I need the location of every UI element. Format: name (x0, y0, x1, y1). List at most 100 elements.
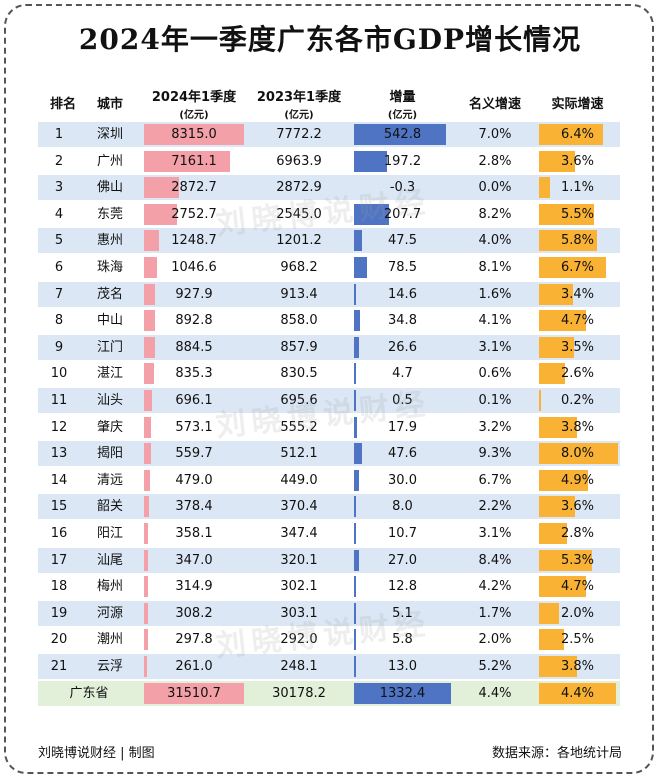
header-real: 实际增速 (535, 93, 620, 112)
table-row: 12 肇庆 573.1 555.2 17.9 3.2% 3.8% (38, 415, 620, 440)
table-row: 11 汕头 696.1 695.6 0.5 0.1% 0.2% (38, 388, 620, 413)
cell-nominal: 3.1% (478, 526, 512, 541)
cell-increase: 26.6 (388, 339, 417, 355)
cell-gdp2023: 302.1 (280, 579, 318, 595)
real-growth-bar (539, 496, 575, 518)
increase-bar (354, 469, 360, 491)
cell-increase: 12.8 (388, 579, 417, 595)
cell-increase: 13.0 (388, 659, 417, 674)
cell-city: 汕尾 (96, 552, 123, 568)
table-row: 4 东莞 2752.7 2545.0 207.7 8.2% 5.5% (38, 202, 620, 227)
cell-gdp2024: 261.0 (175, 659, 213, 674)
real-growth-bar (539, 203, 594, 225)
increase-bar (354, 443, 363, 465)
cell-rank: 20 (50, 632, 68, 648)
gdp2024-bar (144, 496, 149, 518)
cell-increase: 4.7 (392, 366, 413, 382)
cell-gdp2024: 378.4 (175, 499, 213, 515)
cell-real: 1.1% (560, 180, 595, 196)
gdp2024-bar (144, 523, 149, 544)
cell-rank: 8 (54, 313, 64, 329)
cell-increase: 1332.4 (379, 685, 426, 701)
cell-real: 2.0% (560, 605, 595, 621)
increase-bar (354, 336, 359, 358)
cell-gdp2023: 320.1 (280, 552, 318, 568)
cell-city: 韶关 (96, 499, 123, 515)
real-growth-bar (539, 363, 565, 385)
cell-nominal: 4.1% (478, 313, 512, 329)
increase-bar (354, 416, 358, 438)
table-row: 3 佛山 2872.7 2872.9 -0.3 0.0% 1.1% (38, 175, 620, 201)
real-growth-bar (539, 257, 606, 278)
cell-city: 惠州 (96, 233, 123, 249)
real-growth-bar (539, 150, 575, 172)
table-row: 13 揭阳 559.7 512.1 47.6 9.3% 8.0% (38, 441, 620, 467)
cell-city: 河源 (96, 605, 123, 621)
cell-city: 潮州 (96, 632, 123, 648)
increase-bar (354, 576, 357, 598)
cell-real: 2.5% (560, 632, 595, 648)
cell-real: 2.8% (560, 526, 595, 541)
gdp2024-bar (144, 682, 244, 704)
cell-city: 揭阳 (96, 446, 123, 462)
cell-rank: 19 (50, 605, 68, 621)
gdp2024-bar (144, 230, 160, 252)
cell-city: 江门 (96, 339, 123, 355)
cell-real: 0.2% (560, 393, 595, 408)
cell-rank: 14 (50, 472, 68, 488)
cell-gdp2023: 7772.2 (276, 127, 322, 142)
cell-increase: -0.3 (389, 180, 416, 196)
cell-gdp2023: 1201.2 (276, 233, 322, 249)
real-growth-bar (539, 443, 618, 465)
header-real-label: 实际增速 (551, 97, 604, 112)
real-growth-bar (539, 523, 567, 544)
increase-bar (354, 203, 390, 225)
cell-gdp2024: 559.7 (175, 446, 213, 462)
cell-real: 4.9% (560, 472, 595, 488)
cell-nominal: 2.2% (478, 499, 512, 515)
cell-nominal: 8.2% (478, 206, 512, 222)
footer-credit: 刘晓博说财经 | 制图 (38, 746, 155, 761)
increase-bar (354, 150, 388, 172)
cell-gdp2023: 449.0 (280, 472, 318, 488)
cell-gdp2024: 479.0 (175, 472, 213, 488)
increase-bar (354, 124, 446, 145)
cell-increase: 10.7 (388, 526, 417, 541)
cell-real: 3.4% (560, 286, 595, 302)
gdp2024-bar (144, 283, 156, 305)
cell-gdp2023: 857.9 (280, 339, 318, 355)
cell-gdp2023: 2872.9 (276, 180, 322, 196)
increase-bar (354, 549, 359, 571)
header-gdp2024-label: 2024年1季度 (151, 90, 237, 105)
cell-rank: 4 (54, 206, 64, 222)
cell-gdp2024: 573.1 (175, 419, 213, 435)
cell-real: 3.6% (560, 153, 595, 169)
real-growth-bar (539, 310, 586, 332)
table-row: 14 清远 479.0 449.0 30.0 6.7% 4.9% (38, 468, 620, 493)
total-row: 广东省 31510.7 30178.2 1332.4 4.4% 4.4% (38, 680, 620, 706)
cell-gdp2023: 968.2 (280, 260, 318, 275)
real-growth-bar (539, 549, 592, 571)
header-city-label: 城市 (96, 97, 123, 112)
cell-gdp2024: 884.5 (175, 339, 213, 355)
gdp2024-bar (144, 310, 155, 332)
increase-bar (354, 682, 451, 704)
header-increase-label: 增量 (389, 90, 416, 105)
cell-real: 3.8% (560, 419, 595, 435)
cell-gdp2024: 696.1 (175, 393, 213, 408)
gdp2024-bar (144, 203, 178, 225)
cell-city: 清远 (96, 472, 123, 488)
header-nominal: 名义增速 (455, 93, 535, 112)
cell-real: 4.7% (560, 313, 595, 329)
cell-rank: 10 (50, 366, 68, 382)
cell-nominal: 0.6% (478, 366, 512, 382)
gdp2024-bar (144, 656, 148, 677)
cell-gdp2024: 7161.1 (171, 153, 217, 169)
cell-city: 梅州 (96, 579, 123, 595)
footer-source: 数据来源：各地统计局 (491, 746, 622, 761)
cell-increase: 197.2 (383, 153, 422, 169)
table-row: 15 韶关 378.4 370.4 8.0 2.2% 3.6% (38, 494, 620, 520)
cell-city: 广州 (96, 153, 123, 169)
cell-gdp2023: 303.1 (280, 605, 318, 621)
cell-real: 2.6% (560, 366, 595, 382)
